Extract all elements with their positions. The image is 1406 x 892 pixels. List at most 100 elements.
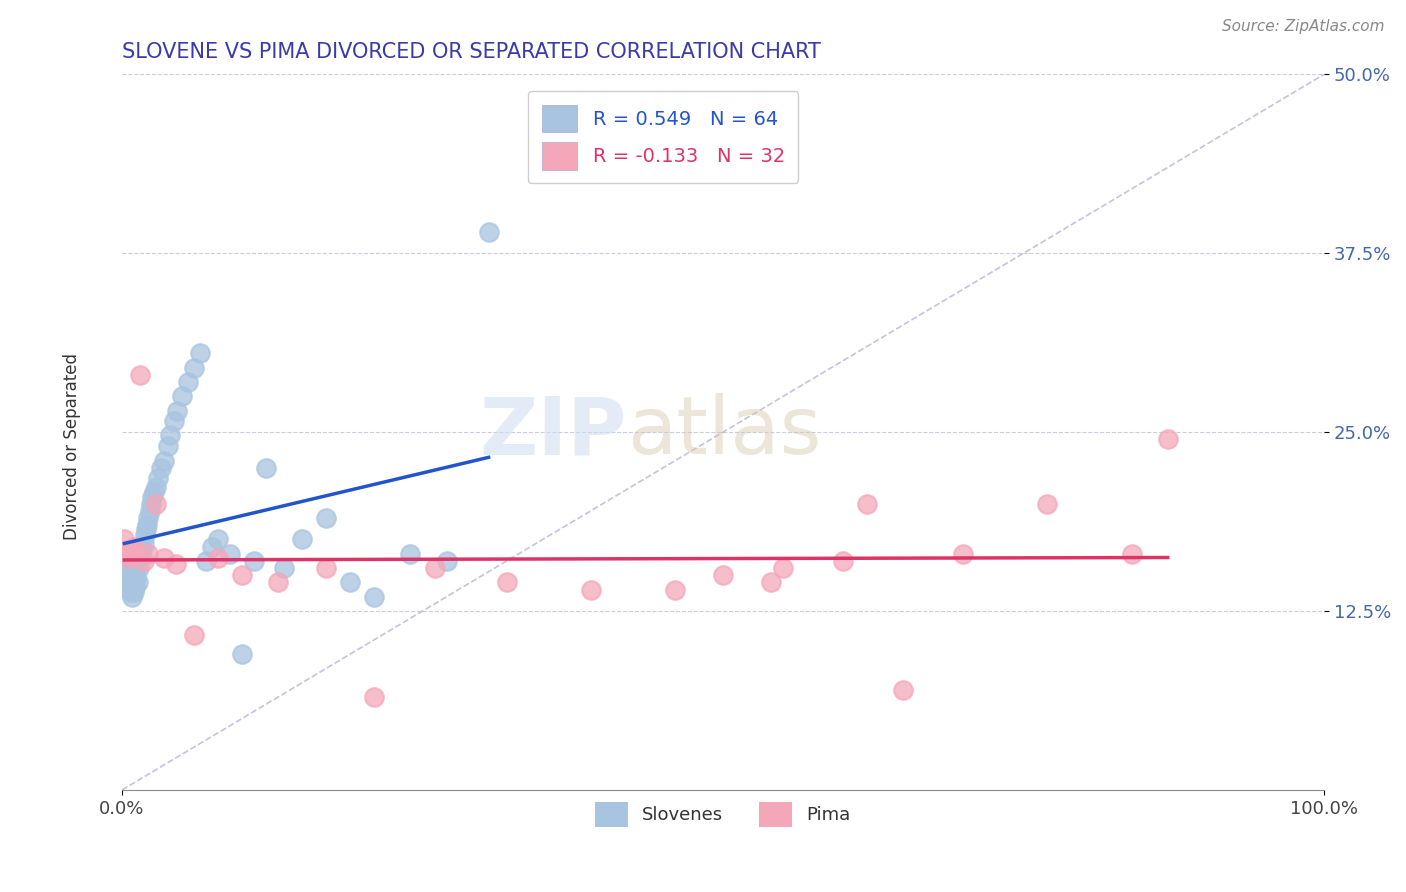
Point: [141, 490, 163, 504]
Point: [138, 504, 160, 518]
Point: [125, 547, 148, 561]
Point: [254, 461, 277, 475]
Point: [339, 575, 361, 590]
Point: [117, 580, 139, 594]
Point: [759, 575, 782, 590]
Point: [711, 568, 734, 582]
Point: [139, 497, 162, 511]
Point: [156, 440, 179, 454]
Point: [153, 551, 176, 566]
Text: SLOVENE VS PIMA DIVORCED OR SEPARATED CORRELATION CHART: SLOVENE VS PIMA DIVORCED OR SEPARATED CO…: [122, 42, 821, 62]
Point: [273, 561, 295, 575]
Point: [163, 414, 186, 428]
Point: [772, 561, 794, 575]
Point: [127, 575, 149, 590]
Point: [143, 485, 166, 500]
Point: [132, 554, 155, 568]
Point: [952, 547, 974, 561]
Point: [118, 571, 141, 585]
Point: [146, 471, 169, 485]
Point: [153, 454, 176, 468]
Point: [129, 368, 152, 382]
Point: [183, 628, 205, 642]
Point: [121, 547, 143, 561]
Point: [114, 561, 136, 575]
Point: [120, 561, 142, 575]
Point: [495, 575, 517, 590]
Point: [120, 575, 142, 590]
Legend: Slovenes, Pima: Slovenes, Pima: [588, 795, 858, 835]
Point: [118, 582, 141, 597]
Point: [125, 557, 148, 571]
Point: [188, 346, 211, 360]
Point: [832, 554, 855, 568]
Point: [124, 580, 146, 594]
Point: [115, 542, 138, 557]
Text: Source: ZipAtlas.com: Source: ZipAtlas.com: [1222, 20, 1385, 34]
Point: [122, 585, 145, 599]
Point: [219, 547, 242, 561]
Point: [122, 540, 145, 554]
Point: [891, 682, 914, 697]
Point: [145, 497, 167, 511]
Point: [132, 537, 155, 551]
Point: [115, 561, 138, 575]
Point: [315, 511, 337, 525]
Point: [579, 582, 602, 597]
Point: [122, 561, 145, 575]
Point: [195, 554, 218, 568]
Point: [117, 557, 139, 571]
Point: [291, 533, 314, 547]
Point: [363, 690, 385, 704]
Point: [136, 518, 159, 533]
Point: [145, 479, 167, 493]
Point: [315, 561, 337, 575]
Point: [121, 571, 143, 585]
Point: [134, 528, 156, 542]
Point: [159, 428, 181, 442]
Point: [243, 554, 266, 568]
Point: [207, 533, 229, 547]
Point: [115, 571, 138, 585]
Point: [1036, 497, 1059, 511]
Text: atlas: atlas: [627, 393, 821, 471]
Point: [121, 582, 143, 597]
Point: [129, 540, 152, 554]
Point: [363, 590, 385, 604]
Point: [183, 360, 205, 375]
Point: [127, 551, 149, 566]
Point: [231, 568, 253, 582]
Point: [664, 582, 686, 597]
Point: [149, 461, 172, 475]
Text: Divorced or Separated: Divorced or Separated: [63, 352, 82, 540]
Point: [121, 590, 143, 604]
Point: [122, 575, 145, 590]
Text: ZIP: ZIP: [479, 393, 627, 471]
Point: [128, 561, 150, 575]
Point: [135, 523, 157, 537]
Point: [118, 561, 141, 575]
Point: [114, 533, 136, 547]
Point: [131, 542, 153, 557]
Point: [124, 566, 146, 580]
Point: [1121, 547, 1143, 561]
Point: [1156, 433, 1178, 447]
Point: [856, 497, 879, 511]
Point: [207, 551, 229, 566]
Point: [165, 557, 187, 571]
Point: [478, 225, 501, 239]
Point: [138, 547, 160, 561]
Point: [267, 575, 290, 590]
Point: [423, 561, 446, 575]
Point: [166, 403, 188, 417]
Point: [201, 540, 224, 554]
Point: [138, 511, 160, 525]
Point: [125, 571, 148, 585]
Point: [114, 568, 136, 582]
Point: [177, 375, 200, 389]
Point: [129, 547, 152, 561]
Point: [436, 554, 458, 568]
Point: [172, 389, 194, 403]
Point: [120, 585, 142, 599]
Point: [399, 547, 422, 561]
